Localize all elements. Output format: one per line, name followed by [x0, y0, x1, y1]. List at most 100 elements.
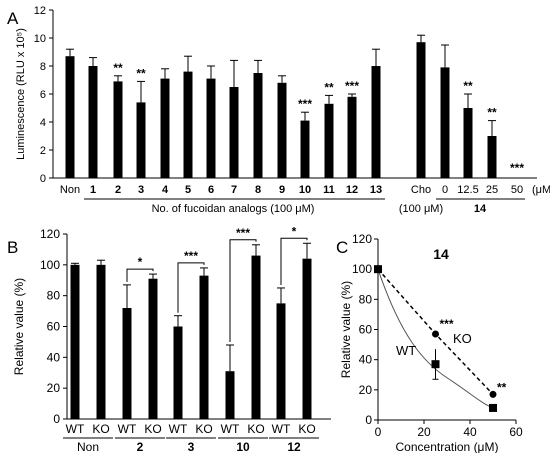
y-tick-label: 2: [40, 145, 46, 157]
y-tick-label: 80: [47, 289, 61, 303]
x-tick-label: Cho: [411, 184, 431, 196]
x-tick-label: 11: [323, 184, 335, 196]
x-subcategory-label: WT: [272, 422, 291, 436]
significance-bracket: [177, 262, 205, 313]
bar: [277, 82, 287, 178]
wt-marker: [431, 360, 440, 369]
y-tick-label: 100: [40, 258, 60, 272]
x-tick-label: 60: [509, 425, 523, 439]
bar-ko: [148, 278, 158, 419]
significance-marker: **: [113, 61, 123, 75]
cho-concentration-label: (100 μM): [399, 203, 443, 215]
bar: [160, 78, 170, 178]
panel-label-c: C: [336, 238, 348, 257]
chart-title: 14: [433, 246, 449, 262]
ko-marker: [489, 390, 497, 398]
y-tick-label: 12: [34, 5, 46, 17]
y-tick-label: 20: [359, 383, 373, 397]
significance-marker: ***: [345, 79, 359, 93]
bar: [300, 120, 310, 178]
x-tick-label: 4: [162, 184, 169, 196]
bar: [113, 81, 123, 178]
bar: [440, 67, 450, 178]
x-tick-label: 3: [138, 184, 144, 196]
y-axis-title: Luminescence (RLU x 10⁵): [15, 28, 27, 160]
y-tick-label: 8: [40, 61, 46, 73]
series-label-wt: WT: [396, 343, 416, 358]
y-tick-label: 6: [40, 89, 46, 101]
y-tick-label: 40: [47, 350, 61, 364]
analog-group-label: No. of fucoidan analogs (100 μM): [152, 203, 315, 215]
x-subcategory-label: KO: [144, 422, 161, 436]
y-tick-label: 0: [365, 413, 372, 427]
x-tick-label: 40: [463, 425, 477, 439]
x-tick-label: 0: [442, 184, 448, 196]
bar-wt: [173, 326, 183, 419]
panel-label-b: B: [7, 238, 18, 257]
x-subcategory-label: WT: [66, 422, 85, 436]
bar-wt: [225, 371, 235, 419]
significance-marker: **: [136, 66, 146, 80]
bar: [65, 56, 75, 179]
significance-marker: ***: [510, 161, 524, 175]
panel-label-a: A: [7, 9, 19, 28]
y-tick-label: 4: [40, 117, 46, 129]
x-tick-label: 0: [375, 425, 382, 439]
y-tick-label: 60: [359, 323, 373, 337]
bar-ko: [302, 258, 312, 419]
y-tick-label: 120: [40, 227, 60, 241]
x-subcategory-label: WT: [118, 422, 137, 436]
x-tick-label: 2: [115, 184, 121, 196]
y-tick-label: 0: [53, 412, 60, 426]
bar: [229, 87, 239, 178]
bar-ko: [251, 255, 261, 419]
bar: [253, 73, 263, 178]
bar-ko: [96, 264, 106, 419]
significance-marker: ***: [298, 97, 312, 111]
significance-marker: **: [324, 80, 334, 94]
x-tick-label: 9: [279, 184, 285, 196]
ko-marker: [432, 330, 439, 338]
y-tick-label: 0: [40, 173, 46, 185]
x-subcategory-label: KO: [195, 422, 212, 436]
significance-marker: ***: [236, 226, 250, 240]
significance-bracket: [126, 268, 154, 282]
x-tick-label: 5: [185, 184, 191, 196]
y-tick-label: 40: [359, 353, 373, 367]
bar-wt: [276, 303, 286, 419]
unit-label: (μM): [532, 184, 550, 196]
x-group-label: Non: [77, 440, 99, 453]
bar: [136, 102, 146, 178]
x-group-label: 12: [287, 440, 301, 453]
x-tick-label: 8: [255, 184, 261, 196]
significance-bracket: [229, 239, 257, 342]
x-tick-label: 20: [417, 425, 431, 439]
y-axis-title: Relative value (%): [12, 278, 26, 375]
x-subcategory-label: WT: [169, 422, 188, 436]
x-subcategory-label: KO: [298, 422, 315, 436]
x-tick-label: 7: [231, 184, 237, 196]
panel-c-line-chart: 0 20 40 60 80 100 120 0 20 40 60 Relative value (%)…: [339, 232, 523, 453]
bar: [416, 42, 426, 179]
x-tick-label: 10: [299, 184, 311, 196]
y-tick-label: 60: [47, 320, 61, 334]
y-tick-label: 20: [47, 381, 61, 395]
significance-marker: **: [463, 79, 473, 93]
x-tick-label: 12: [346, 184, 358, 196]
y-tick-label: 10: [34, 33, 46, 45]
significance-marker: ***: [440, 317, 454, 331]
significance-marker: **: [487, 106, 497, 120]
x-axis-title: Concentration (μM): [396, 440, 499, 453]
wt-fit-line: [377, 269, 494, 409]
compound-group-label: 14: [474, 203, 487, 215]
x-group-label: 10: [236, 440, 250, 453]
x-subcategory-label: KO: [247, 422, 264, 436]
x-tick-label: 12.5: [457, 184, 478, 196]
y-tick-label: 80: [359, 292, 373, 306]
x-subcategory-label: WT: [221, 422, 240, 436]
x-group-label: 3: [188, 440, 195, 453]
ko-marker: [374, 265, 382, 273]
bar-ko: [199, 275, 209, 419]
